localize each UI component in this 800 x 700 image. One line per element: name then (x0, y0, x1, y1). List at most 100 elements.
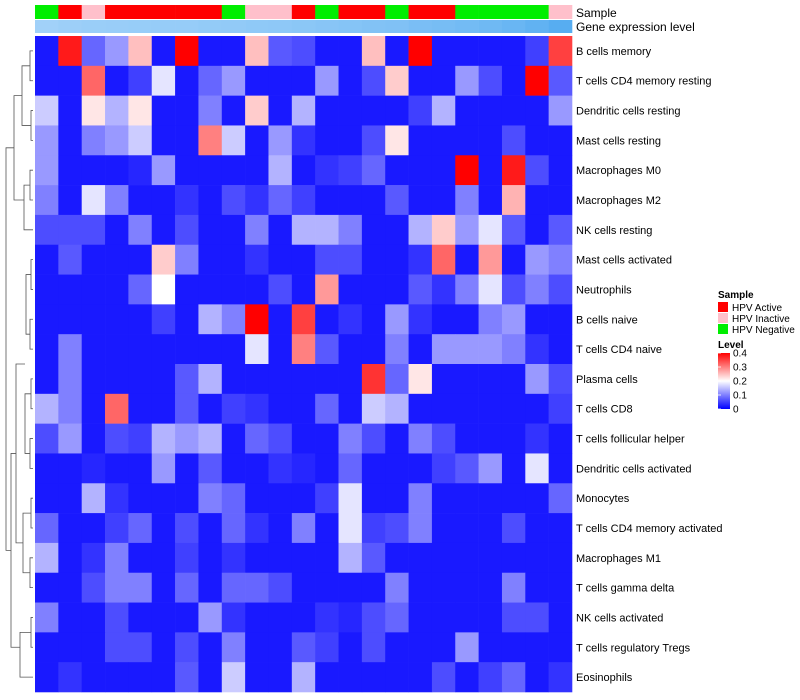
heatmap-cell (525, 185, 549, 216)
heatmap-cell (35, 244, 59, 275)
heatmap-cell (175, 334, 199, 365)
heatmap-cell (198, 483, 223, 514)
heatmap-cell (315, 483, 339, 514)
heatmap-cell (408, 662, 433, 693)
heatmap-cell (431, 364, 456, 395)
dendrogram-branch (29, 50, 33, 82)
heatmap-cell (525, 662, 549, 693)
heatmap-cell (58, 602, 82, 633)
heatmap-cell (548, 602, 573, 633)
heatmap-cell (58, 393, 82, 424)
heatmap-cell (315, 214, 339, 246)
heatmap-cell (455, 274, 479, 305)
heatmap-cell (291, 244, 316, 275)
heatmap-cell (501, 274, 526, 305)
heatmap-cell (291, 36, 316, 67)
heatmap-cell (268, 36, 293, 67)
heatmap-cell (58, 572, 82, 603)
heatmap-cell (105, 542, 129, 574)
heatmap-cell (58, 304, 82, 335)
heatmap-cell (361, 602, 386, 633)
level-legend-tick-label: 0.4 (733, 349, 747, 360)
row-label: Dendritic cells resting (576, 106, 681, 118)
gene-expression-cell (385, 20, 409, 33)
sample-legend-label: HPV Active (732, 303, 782, 314)
heatmap-cell (128, 185, 153, 216)
heatmap-cell (221, 393, 246, 424)
heatmap-cell (175, 572, 199, 603)
heatmap-cell (58, 65, 82, 96)
heatmap-cell (151, 483, 176, 514)
heatmap-cell (548, 214, 573, 246)
heatmap-cell (315, 662, 339, 693)
heatmap-cell (175, 662, 199, 693)
heatmap-cell (151, 65, 176, 96)
heatmap-cell (408, 393, 433, 424)
heatmap-cell (548, 483, 573, 514)
heatmap-cell (408, 542, 433, 574)
row-label: Macrophages M1 (576, 553, 661, 565)
sample-annotation-cell (81, 5, 106, 19)
row-label: Mast cells resting (576, 135, 661, 147)
heatmap-cell (361, 513, 386, 544)
heatmap-cell (548, 542, 573, 574)
heatmap-cell (175, 185, 199, 216)
heatmap-cell (221, 36, 246, 67)
heatmap-cell (525, 125, 549, 156)
heatmap-cell (338, 36, 363, 67)
heatmap-cell (525, 65, 549, 96)
heatmap-cell (175, 304, 199, 335)
heatmap-cell (361, 36, 386, 67)
heatmap-cell (361, 334, 386, 365)
heatmap-cell (408, 95, 433, 126)
heatmap-cell (151, 125, 176, 156)
heatmap-cell (35, 453, 59, 484)
heatmap-cell (58, 214, 82, 246)
dendrogram-branch (29, 318, 33, 350)
heatmap-cell (315, 393, 339, 424)
heatmap-cell (245, 542, 269, 574)
heatmap-cell (128, 125, 153, 156)
heatmap-cell (408, 155, 433, 186)
gene-expression-cell (548, 20, 573, 33)
heatmap-cell (175, 602, 199, 633)
heatmap-cell (268, 214, 293, 246)
heatmap-cell (81, 513, 106, 544)
heatmap-cell (478, 632, 503, 663)
heatmap-cell (35, 95, 59, 126)
heatmap-cell (338, 304, 363, 335)
heatmap-cell (81, 602, 106, 633)
heatmap-cell (431, 393, 456, 424)
heatmap-cell (338, 364, 363, 395)
heatmap-cell (478, 572, 503, 603)
heatmap-cell (315, 125, 339, 156)
heatmap-cell (338, 95, 363, 126)
heatmap-cell (58, 244, 82, 275)
heatmap-cell (268, 513, 293, 544)
heatmap-cell (361, 423, 386, 454)
heatmap-cell (35, 542, 59, 574)
heatmap-cell (315, 304, 339, 335)
heatmap-cell (548, 423, 573, 454)
heatmap-cell (455, 95, 479, 126)
sample-annotation-cell (175, 5, 199, 19)
heatmap-cell (455, 334, 479, 365)
heatmap-cell (151, 632, 176, 663)
heatmap-cell (548, 125, 573, 156)
heatmap-cell (58, 364, 82, 395)
heatmap-cell (338, 334, 363, 365)
sample-annotation-cell (268, 5, 293, 19)
heatmap-cell (338, 274, 363, 305)
heatmap-cell (361, 304, 386, 335)
heatmap-cell (245, 65, 269, 96)
heatmap-cell (175, 65, 199, 96)
heatmap-cell (175, 393, 199, 424)
heatmap-cell (128, 95, 153, 126)
heatmap-cell (105, 334, 129, 365)
heatmap-cell (291, 185, 316, 216)
dendrogram-branch (30, 617, 33, 648)
heatmap-cell (455, 513, 479, 544)
heatmap-cell (128, 155, 153, 186)
heatmap-cell (455, 542, 479, 574)
heatmap-cell (221, 483, 246, 514)
